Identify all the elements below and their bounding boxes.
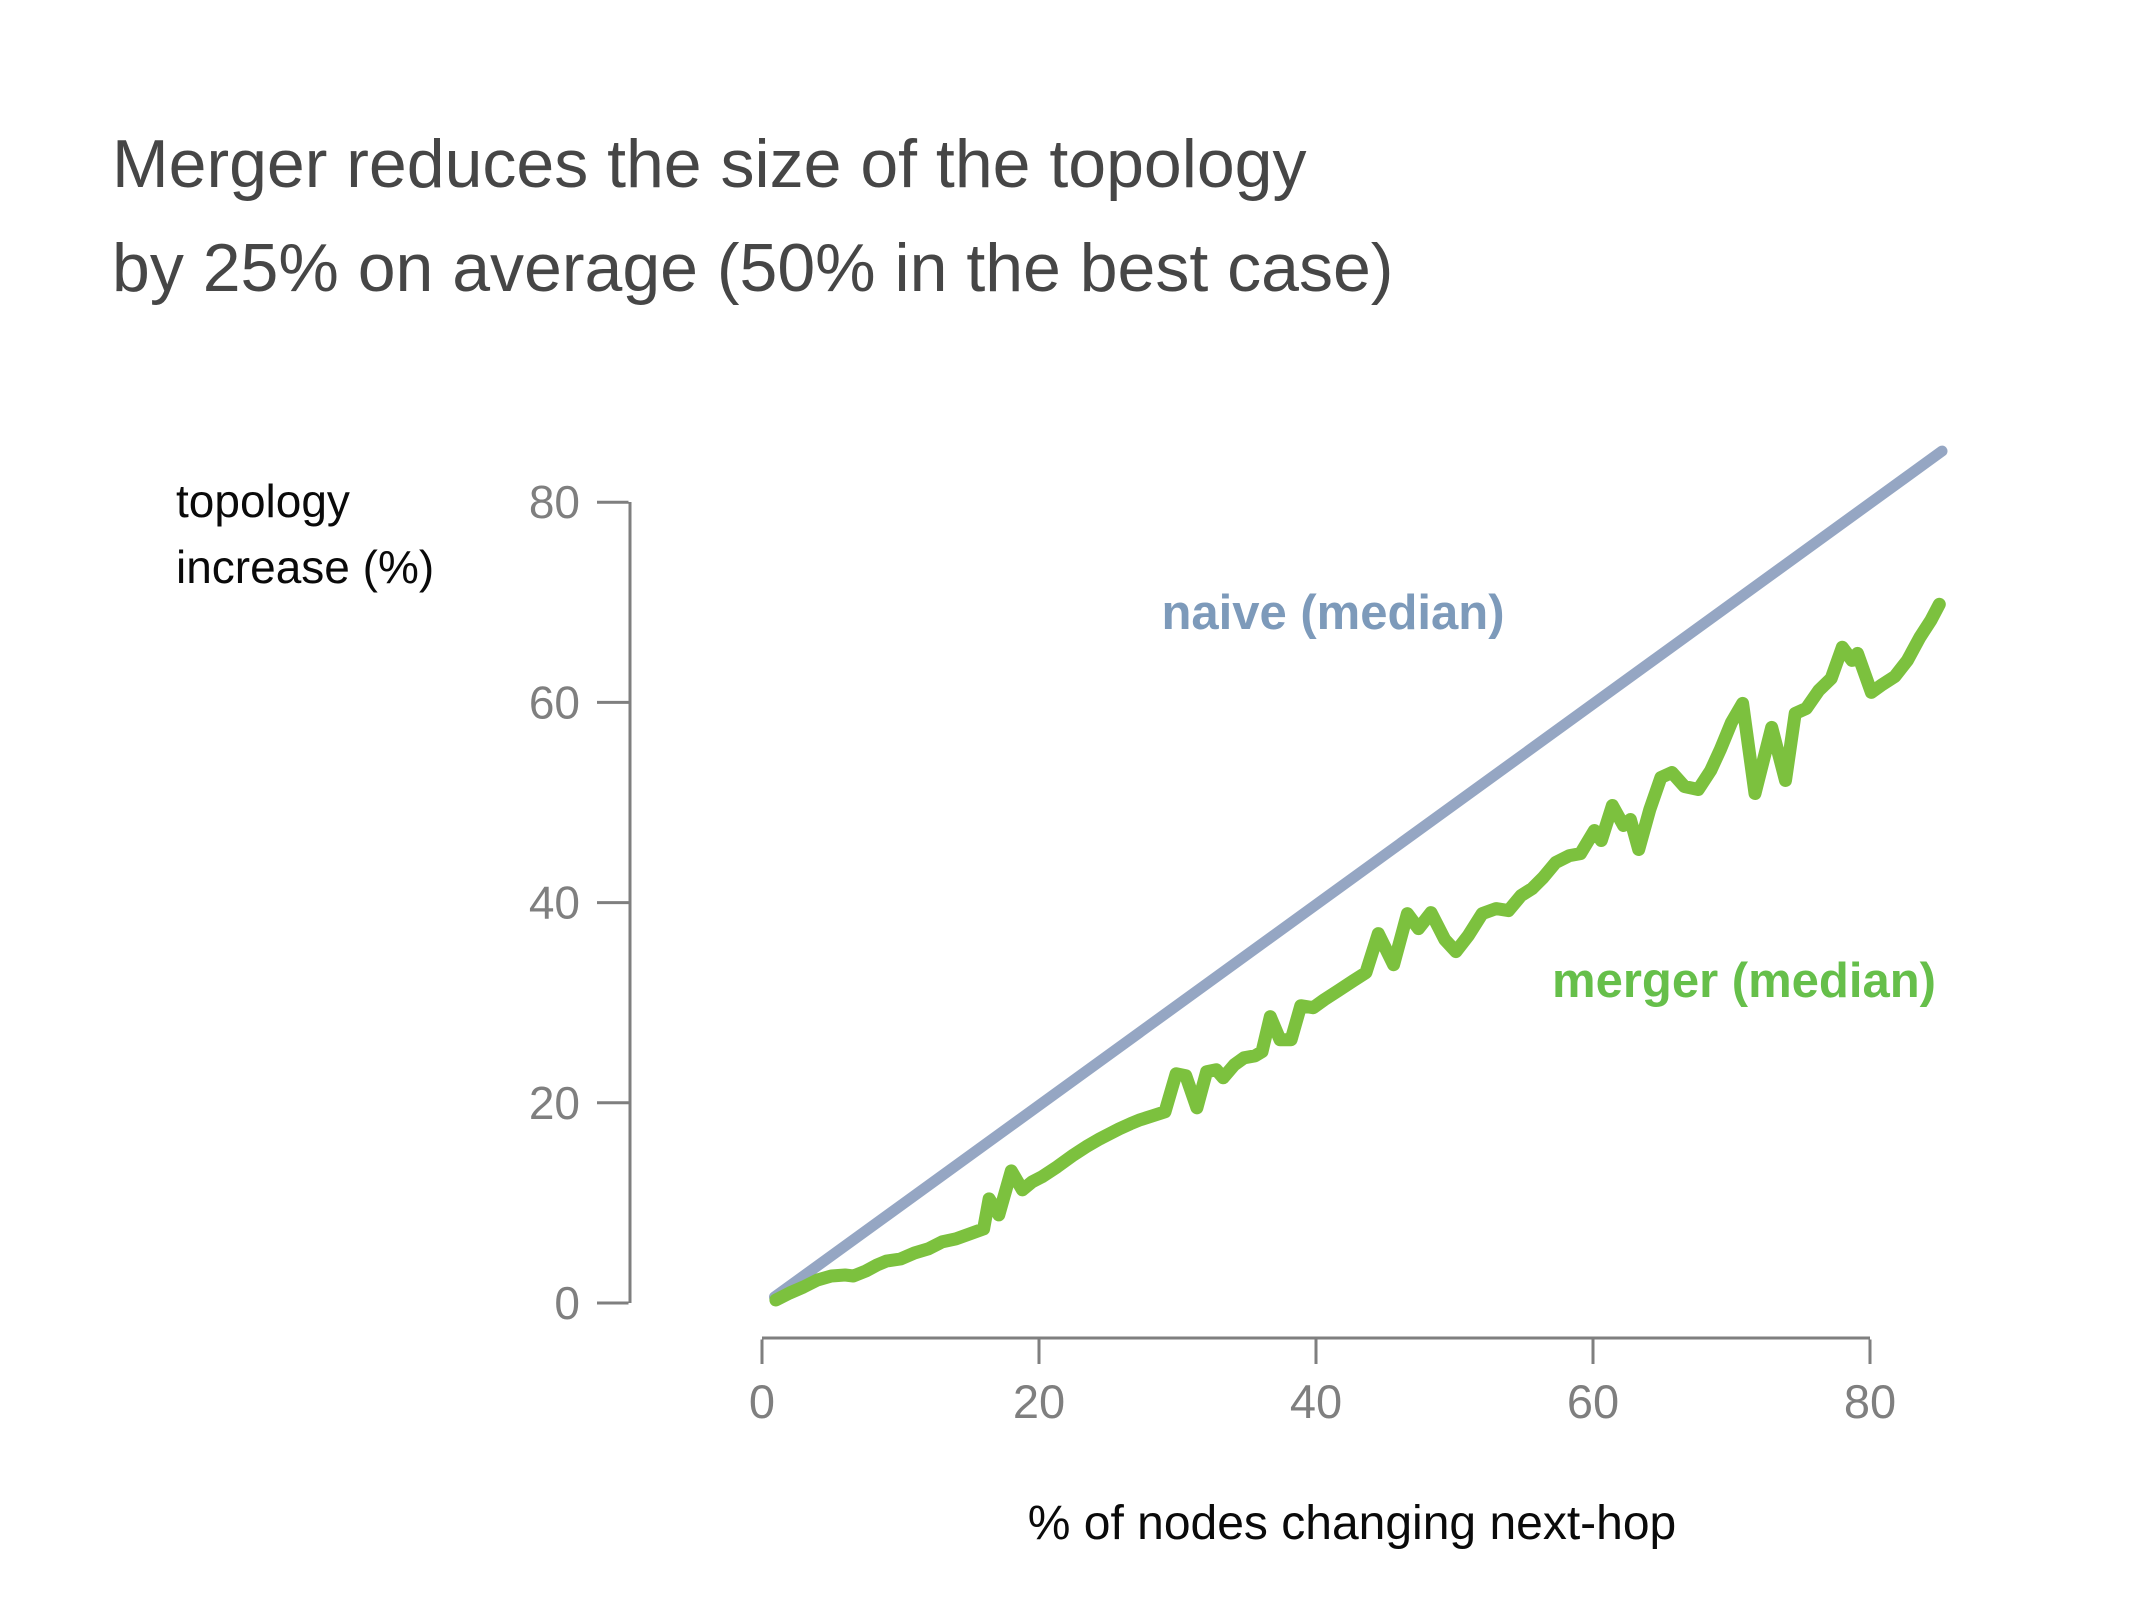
y-axis-title-line1: topology [176,475,350,527]
merger-series-line [769,597,1946,1307]
series-lines [769,445,1948,1307]
slide-title-line1: Merger reduces the size of the topology [112,126,1307,202]
naive-series-label: naive (median) [1161,586,1505,640]
x-tick-label: 60 [1567,1375,1619,1428]
merger-series-label: merger (median) [1552,954,1936,1008]
slide-title-line2: by 25% on average (50% in the best case) [112,230,1394,306]
x-tick-label: 0 [749,1375,775,1428]
y-axis-title: topology increase (%) [176,468,434,600]
x-tick-label: 20 [1013,1375,1065,1428]
naive-series-line [769,445,1948,1303]
y-tick-label: 40 [529,877,580,929]
x-axis-title: % of nodes changing next-hop [1027,1497,1677,1550]
y-tick-label: 60 [529,676,580,728]
y-tick-label: 0 [554,1277,580,1329]
slide-title: Merger reduces the size of the topology … [112,112,1393,320]
y-tick-label: 20 [529,1077,580,1129]
x-tick-label: 40 [1290,1375,1342,1428]
axis-ticks: 0 20 40 60 80 0 20 40 60 80 [529,476,1896,1428]
y-axis-title-line2: increase (%) [176,541,435,593]
y-tick-label: 80 [529,476,580,528]
x-tick-label: 80 [1844,1375,1896,1428]
